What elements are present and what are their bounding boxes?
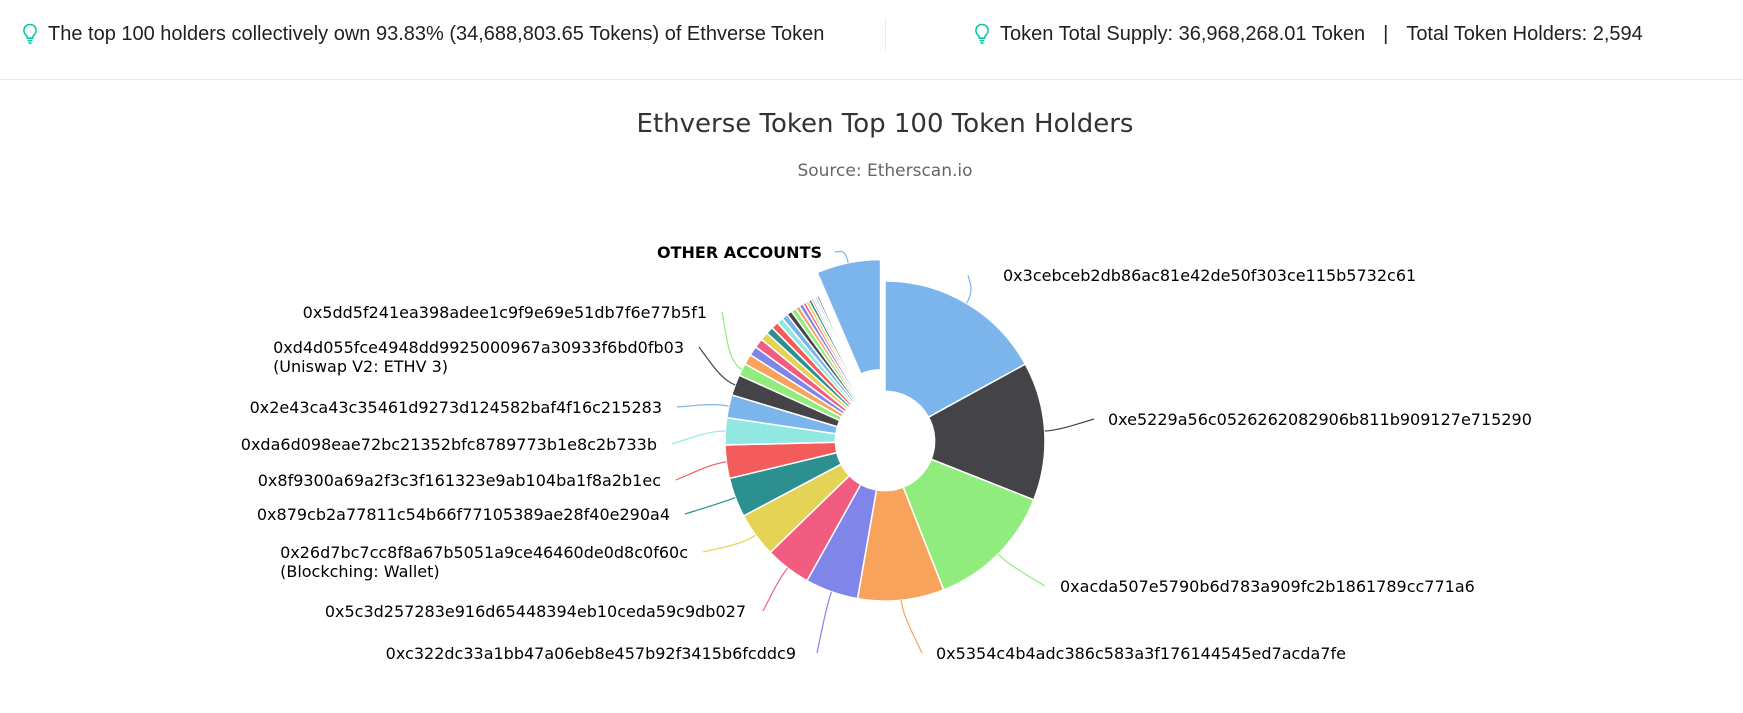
supply-info: Token Total Supply: 36,968,268.01 Token … [974, 18, 1643, 50]
label-connector [676, 404, 729, 408]
slice-label-subtitle: (Blockching: Wallet) [280, 562, 440, 581]
slice-label: 0xc322dc33a1bb47a06eb8e457b92f3415b6fcdd… [386, 644, 796, 663]
chart-title: Ethverse Token Top 100 Token Holders [637, 109, 1134, 139]
label-connector [966, 274, 972, 304]
label-connectors [671, 250, 1095, 654]
slice-label-other-accounts: OTHER ACCOUNTS [657, 243, 822, 262]
slice-labels: 0x3cebceb2db86ac81e42de50f303ce115b5732c… [241, 243, 1532, 663]
info-separator: | [1383, 22, 1389, 45]
pie-slice-35[interactable] [819, 293, 867, 397]
slice-label: 0x5dd5f241ea398adee1c9f9e69e51db7f6e77b5… [303, 303, 707, 322]
slice-label: 0xd4d055fce4948dd9925000967a30933f6bd0fb… [273, 338, 684, 357]
slice-label: 0x2e43ca43c35461d9273d124582baf4f16c2152… [250, 398, 662, 417]
label-connector [834, 250, 849, 263]
lightbulb-icon [975, 23, 989, 44]
label-connector [675, 461, 727, 481]
info-divider [885, 18, 886, 50]
slice-label: 0x879cb2a77811c54b66f77105389ae28f40e290… [257, 505, 670, 524]
slice-label: 0x3cebceb2db86ac81e42de50f303ce115b5732c… [1003, 266, 1416, 285]
label-connector [816, 591, 833, 654]
label-connector [702, 534, 756, 553]
pie-slice-3[interactable] [902, 458, 1035, 591]
lightbulb-icon [23, 23, 37, 44]
total-holders-text: Total Token Holders: 2,594 [1406, 22, 1643, 45]
slice-label: 0xacda507e5790b6d783a909fc2b1861789cc771… [1060, 577, 1475, 596]
label-connector [684, 497, 736, 515]
slice-label-subtitle: (Uniswap V2: ETHV 3) [273, 357, 448, 376]
slice-label: 0xe5229a56c0526262082906b811b909127e7152… [1108, 410, 1532, 429]
pie-slice-other-accounts[interactable] [816, 258, 882, 375]
pie-slice-2[interactable] [927, 363, 1046, 501]
top-holders-text: The top 100 holders collectively own 93.… [48, 22, 825, 45]
chart-subtitle: Source: Etherscan.io [797, 161, 972, 181]
top-holders-info: The top 100 holders collectively own 93.… [22, 18, 824, 50]
slice-label: 0x5c3d257283e916d65448394eb10ceda59c9db0… [325, 602, 746, 621]
info-bar: The top 100 holders collectively own 93.… [0, 0, 1743, 80]
pie-slices [724, 258, 1046, 602]
label-connector [900, 600, 923, 654]
slice-label: 0x26d7bc7cc8f8a67b5051a9ce46460de0d8c0f6… [280, 543, 688, 562]
label-connector [671, 430, 726, 445]
label-connector [997, 553, 1046, 587]
slice-label: 0x8f9300a69a2f3c3f161323e9ab104ba1f8a2b1… [258, 471, 661, 490]
label-connector [1044, 418, 1095, 432]
slice-label: 0x5354c4b4adc386c583a3f176144545ed7acda7… [936, 644, 1346, 663]
label-connector [762, 567, 789, 612]
label-connector [698, 346, 736, 386]
label-connector [721, 311, 743, 370]
slice-label: 0xda6d098eae72bc21352bfc8789773b1e8c2b73… [241, 435, 657, 454]
pie-chart: Ethverse Token Top 100 Token Holders Sou… [241, 109, 1532, 663]
total-supply-text: Token Total Supply: 36,968,268.01 Token [1000, 22, 1366, 45]
